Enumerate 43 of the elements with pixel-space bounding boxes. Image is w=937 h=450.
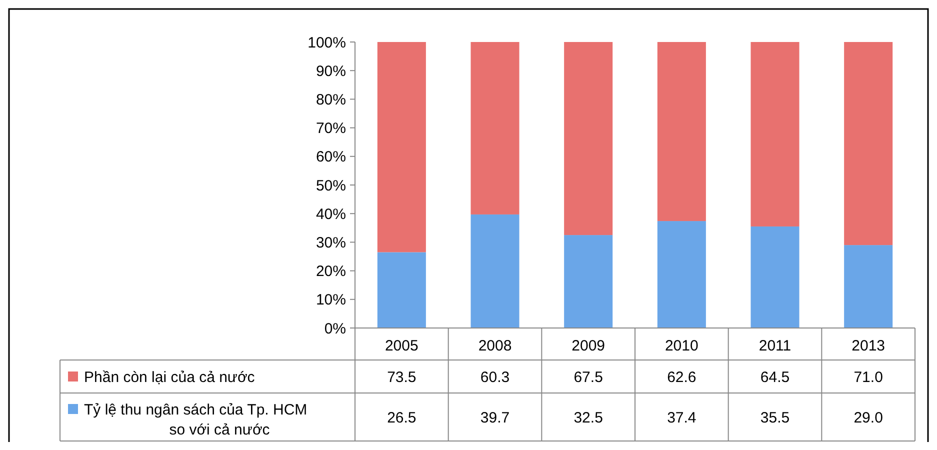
data-label: 29.0 [854, 409, 883, 426]
bar [750, 42, 800, 226]
data-label: 64.5 [760, 368, 790, 386]
data-label: 37.4 [667, 409, 696, 426]
bar [564, 235, 613, 328]
bar [750, 226, 800, 328]
bar [844, 42, 893, 246]
x-tick-label: 2013 [852, 337, 886, 354]
data-label: 35.5 [760, 409, 790, 426]
y-tick-label: 80% [316, 91, 346, 108]
x-tick-label: 2005 [384, 337, 418, 354]
y-tick-label: 10% [316, 292, 346, 309]
bar [657, 221, 706, 328]
x-tick-label: 2010 [664, 337, 698, 354]
data-label: 32.5 [574, 409, 603, 426]
y-tick-label: 0% [324, 320, 346, 338]
x-tick-label: 2011 [758, 337, 792, 354]
data-label: 60.3 [480, 368, 510, 386]
data-label: 39.7 [480, 409, 510, 426]
x-tick-label: 2008 [478, 337, 512, 354]
y-tick-label: 50% [316, 177, 346, 194]
y-tick-label: 30% [316, 234, 346, 252]
bar [377, 252, 426, 328]
data-label: 67.5 [574, 368, 603, 386]
x-tick-label: 2009 [572, 337, 606, 354]
bar [470, 42, 520, 214]
bar [377, 42, 426, 252]
data-label: 71.0 [854, 368, 883, 386]
y-tick-label: 100% [308, 34, 346, 52]
legend-label: Tỷ lệ thu ngân sách của Tp. HCM so với cả nước [84, 401, 308, 438]
y-tick-label: 90% [316, 62, 346, 80]
y-tick-label: 60% [316, 148, 346, 166]
y-tick-label: 20% [316, 263, 346, 280]
bar [844, 245, 893, 328]
data-label: 62.6 [667, 368, 696, 386]
data-label: 26.5 [387, 409, 416, 426]
legend-label: Phần còn lại của cả nước [84, 368, 256, 386]
y-tick-label: 40% [316, 206, 346, 223]
y-tick-label: 70% [316, 120, 346, 138]
data-label: 73.5 [387, 368, 416, 386]
bar [564, 42, 613, 236]
bar [470, 214, 520, 328]
bar [657, 42, 706, 222]
